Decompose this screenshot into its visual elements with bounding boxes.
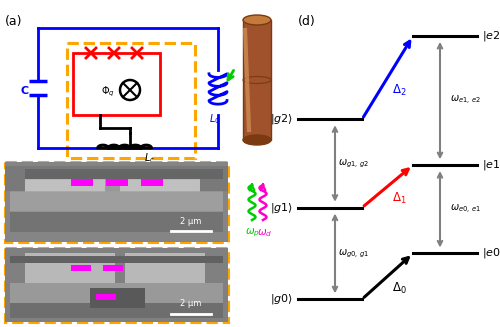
Text: $\omega_{g1,\,g2}$: $\omega_{g1,\,g2}$ <box>338 157 370 170</box>
Text: $|g1\rangle$: $|g1\rangle$ <box>270 201 293 215</box>
Bar <box>70 265 90 270</box>
Bar <box>102 265 122 270</box>
Ellipse shape <box>243 15 271 25</box>
Text: $|e2\rangle$: $|e2\rangle$ <box>482 29 500 43</box>
Bar <box>106 179 128 185</box>
Text: $|e1\rangle$: $|e1\rangle$ <box>482 158 500 172</box>
Text: $L_0$: $L_0$ <box>210 112 220 126</box>
Text: $L_c$: $L_c$ <box>144 151 155 165</box>
Text: 2 μm: 2 μm <box>180 216 201 226</box>
Text: $|g0\rangle$: $|g0\rangle$ <box>270 292 293 306</box>
Text: $\Delta_2$: $\Delta_2$ <box>392 83 407 98</box>
Text: $|e0\rangle$: $|e0\rangle$ <box>482 247 500 260</box>
Bar <box>96 294 116 300</box>
Text: (d): (d) <box>298 15 316 28</box>
Text: C: C <box>21 86 29 96</box>
Text: $\omega_p$: $\omega_p$ <box>244 227 260 239</box>
Text: (a): (a) <box>5 15 22 28</box>
Text: 2 μm: 2 μm <box>180 300 201 308</box>
Text: $\Phi_q$: $\Phi_q$ <box>101 85 115 99</box>
Bar <box>70 179 92 185</box>
Text: $\Delta_1$: $\Delta_1$ <box>392 191 407 206</box>
Text: (b): (b) <box>10 167 26 177</box>
Bar <box>140 179 162 185</box>
Text: $\omega_d$: $\omega_d$ <box>258 227 272 239</box>
Text: $\omega_{e1,\,e2}$: $\omega_{e1,\,e2}$ <box>450 94 481 107</box>
Text: $|g2\rangle$: $|g2\rangle$ <box>270 112 293 126</box>
Bar <box>243 20 271 140</box>
Text: (c): (c) <box>10 253 25 263</box>
Bar <box>73 53 160 115</box>
Text: $\omega_{g0,\,g1}$: $\omega_{g0,\,g1}$ <box>338 247 370 260</box>
Text: $\omega_{e0,\,e1}$: $\omega_{e0,\,e1}$ <box>450 203 481 216</box>
Ellipse shape <box>243 135 271 145</box>
Text: $\Delta_0$: $\Delta_0$ <box>392 281 407 296</box>
